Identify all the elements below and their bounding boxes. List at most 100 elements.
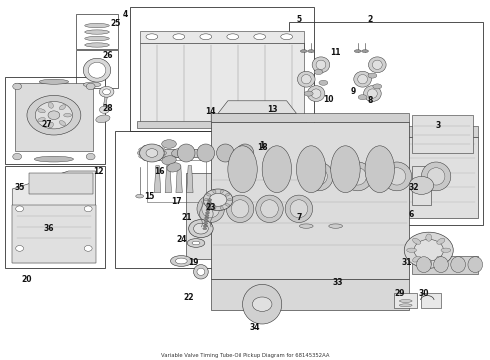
- Text: 21: 21: [181, 213, 192, 222]
- Text: 14: 14: [205, 107, 216, 116]
- Ellipse shape: [434, 257, 448, 273]
- Ellipse shape: [143, 145, 150, 149]
- Ellipse shape: [354, 50, 361, 53]
- Ellipse shape: [399, 304, 412, 307]
- Circle shape: [146, 149, 158, 157]
- Text: 6: 6: [409, 210, 414, 219]
- Polygon shape: [296, 158, 305, 175]
- Ellipse shape: [358, 95, 367, 100]
- Text: 29: 29: [394, 289, 405, 298]
- Ellipse shape: [39, 79, 69, 84]
- Polygon shape: [287, 130, 295, 146]
- Polygon shape: [412, 256, 478, 274]
- Circle shape: [99, 86, 114, 97]
- Ellipse shape: [157, 154, 165, 158]
- Text: 12: 12: [93, 166, 103, 175]
- Polygon shape: [29, 173, 93, 194]
- Ellipse shape: [362, 50, 368, 53]
- Text: 22: 22: [183, 292, 194, 302]
- Ellipse shape: [204, 220, 208, 222]
- Polygon shape: [187, 166, 193, 193]
- Ellipse shape: [204, 199, 209, 201]
- Ellipse shape: [85, 30, 109, 34]
- Circle shape: [16, 246, 24, 251]
- Ellipse shape: [207, 201, 211, 203]
- Ellipse shape: [204, 222, 208, 224]
- Ellipse shape: [329, 224, 343, 228]
- Ellipse shape: [421, 162, 451, 191]
- Text: 13: 13: [267, 105, 277, 114]
- Ellipse shape: [300, 50, 307, 53]
- Ellipse shape: [354, 71, 371, 87]
- Ellipse shape: [468, 257, 483, 273]
- Ellipse shape: [203, 225, 207, 227]
- Text: 25: 25: [110, 19, 121, 28]
- Ellipse shape: [197, 195, 224, 222]
- Ellipse shape: [206, 207, 210, 209]
- Ellipse shape: [192, 241, 200, 245]
- Ellipse shape: [311, 89, 321, 98]
- Ellipse shape: [225, 193, 230, 196]
- Polygon shape: [292, 135, 296, 160]
- Text: 3: 3: [436, 122, 441, 130]
- Ellipse shape: [200, 34, 212, 40]
- Bar: [5, 166, 105, 268]
- Polygon shape: [154, 166, 161, 193]
- Circle shape: [103, 89, 111, 95]
- Text: 15: 15: [144, 192, 155, 201]
- Text: 19: 19: [188, 258, 199, 267]
- Circle shape: [84, 246, 92, 251]
- Ellipse shape: [231, 200, 249, 218]
- Ellipse shape: [373, 84, 382, 89]
- Ellipse shape: [226, 195, 254, 222]
- Ellipse shape: [38, 117, 45, 122]
- Circle shape: [27, 95, 81, 135]
- Text: 11: 11: [330, 48, 341, 57]
- Ellipse shape: [172, 149, 186, 157]
- Polygon shape: [140, 43, 304, 122]
- Ellipse shape: [399, 300, 412, 302]
- Ellipse shape: [372, 60, 382, 69]
- Circle shape: [189, 220, 213, 238]
- Circle shape: [140, 144, 164, 162]
- Ellipse shape: [197, 144, 215, 162]
- Ellipse shape: [349, 168, 367, 185]
- Circle shape: [13, 83, 22, 90]
- Text: 20: 20: [22, 274, 32, 284]
- Text: 17: 17: [171, 197, 182, 206]
- Ellipse shape: [437, 256, 445, 262]
- Ellipse shape: [88, 62, 106, 78]
- Text: 27: 27: [41, 120, 52, 129]
- Text: 8: 8: [368, 96, 372, 105]
- Ellipse shape: [243, 284, 282, 324]
- Ellipse shape: [413, 238, 420, 244]
- Polygon shape: [186, 173, 316, 259]
- Bar: [289, 22, 483, 225]
- Circle shape: [16, 206, 24, 212]
- Ellipse shape: [299, 224, 313, 228]
- Ellipse shape: [213, 190, 216, 193]
- Text: 1: 1: [260, 141, 265, 150]
- Polygon shape: [162, 149, 255, 157]
- Ellipse shape: [285, 195, 313, 222]
- Ellipse shape: [228, 146, 257, 193]
- Polygon shape: [412, 115, 473, 153]
- Polygon shape: [12, 171, 96, 263]
- Ellipse shape: [262, 146, 292, 193]
- Ellipse shape: [368, 89, 377, 98]
- Ellipse shape: [146, 34, 158, 40]
- Ellipse shape: [137, 151, 145, 155]
- Bar: [394, 293, 416, 308]
- Ellipse shape: [175, 258, 187, 264]
- Ellipse shape: [319, 80, 328, 85]
- Ellipse shape: [205, 212, 209, 214]
- Ellipse shape: [312, 57, 330, 73]
- Circle shape: [409, 176, 434, 194]
- Polygon shape: [137, 121, 306, 128]
- Ellipse shape: [308, 50, 315, 53]
- Ellipse shape: [59, 105, 66, 110]
- Ellipse shape: [316, 60, 326, 69]
- Ellipse shape: [301, 75, 311, 84]
- Ellipse shape: [153, 157, 161, 161]
- Ellipse shape: [254, 34, 266, 40]
